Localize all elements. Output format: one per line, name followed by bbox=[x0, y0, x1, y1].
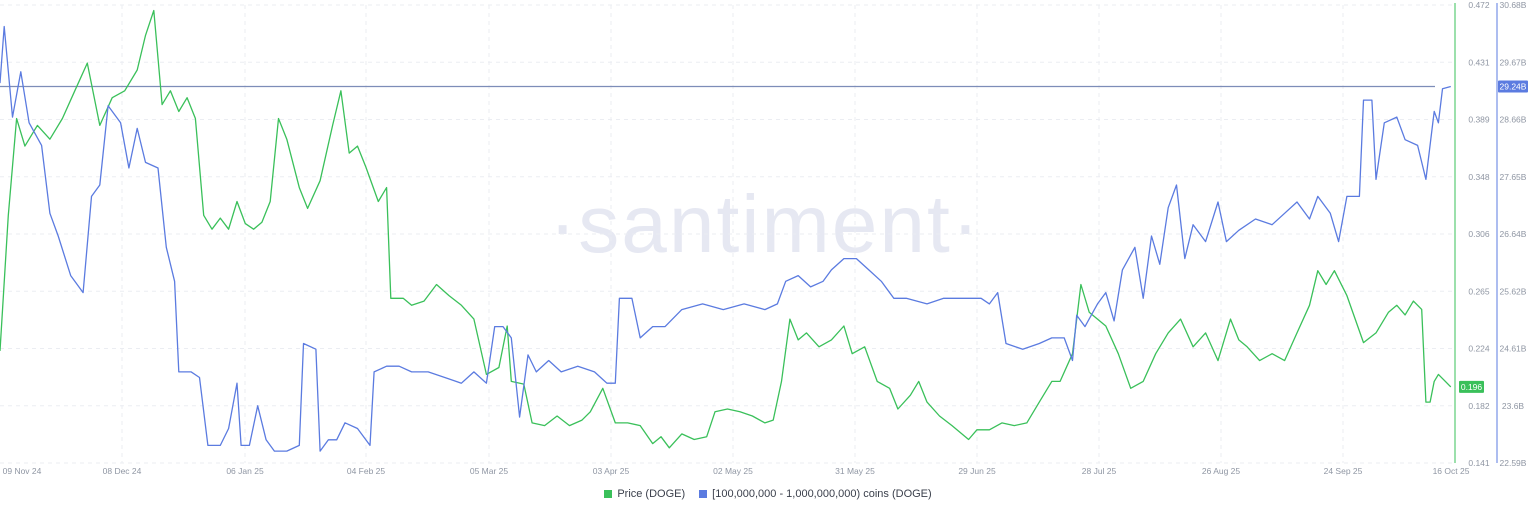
x-tick-label: 24 Sep 25 bbox=[1324, 466, 1363, 476]
x-tick-label: 29 Jun 25 bbox=[958, 466, 996, 476]
chart-canvas[interactable]: ·santiment· 0.472 0.431 0.389 0.348 0.306 0.26… bbox=[0, 0, 1536, 485]
x-tick-label: 03 Apr 25 bbox=[593, 466, 630, 476]
chart-legend: Price (DOGE) [100,000,000 - 1,000,000,00… bbox=[0, 488, 1536, 500]
y-left-tick-label: 0.182 bbox=[1468, 401, 1490, 411]
y-left-tick-label: 0.265 bbox=[1468, 286, 1490, 296]
x-tick-label: 09 Nov 24 bbox=[3, 466, 42, 476]
y-right-tick-label: 30.68B bbox=[1500, 0, 1527, 10]
y-left-tick-label: 0.431 bbox=[1468, 57, 1490, 67]
y-right-tick-label: 22.59B bbox=[1500, 458, 1527, 468]
x-tick-label: 26 Aug 25 bbox=[1202, 466, 1241, 476]
x-tick-label: 04 Feb 25 bbox=[347, 466, 386, 476]
x-tick-label: 05 Mar 25 bbox=[470, 466, 509, 476]
y-right-tick-label: 25.62B bbox=[1500, 286, 1527, 296]
x-tick-label: 06 Jan 25 bbox=[226, 466, 264, 476]
price-value-badge bbox=[1459, 380, 1484, 393]
price-line bbox=[0, 9, 1452, 449]
holders-value-label: 29.24B bbox=[1500, 82, 1527, 92]
y-right-tick-label: 24.61B bbox=[1500, 344, 1527, 354]
legend-label-price: Price (DOGE) bbox=[617, 488, 686, 500]
y-left-tick-label: 0.389 bbox=[1468, 115, 1490, 125]
y-right-tick-label: 27.65B bbox=[1500, 172, 1527, 182]
y-left-tick-label: 0.472 bbox=[1468, 0, 1490, 10]
legend-item-holders[interactable]: [100,000,000 - 1,000,000,000) coins (DOG… bbox=[699, 488, 932, 500]
holders-value-badge bbox=[1498, 80, 1528, 93]
y-left-tick-label: 0.348 bbox=[1468, 172, 1490, 182]
y-left-tick-label: 0.141 bbox=[1468, 458, 1490, 468]
price-value-label: 0.196 bbox=[1461, 382, 1483, 392]
x-tick-label: 28 Jul 25 bbox=[1082, 466, 1117, 476]
x-tick-label: 31 May 25 bbox=[835, 466, 875, 476]
x-tick-label: 08 Dec 24 bbox=[103, 466, 142, 476]
watermark-text: ·santiment· bbox=[549, 179, 981, 270]
holders-line bbox=[0, 25, 1451, 452]
y-right-tick-label: 23.6B bbox=[1502, 401, 1525, 411]
legend-swatch-holders bbox=[699, 490, 708, 498]
y-right-tick-label: 28.66B bbox=[1500, 115, 1527, 125]
x-tick-label: 02 May 25 bbox=[713, 466, 753, 476]
y-left-tick-label: 0.306 bbox=[1468, 229, 1490, 239]
x-tick-label: 16 Oct 25 bbox=[1433, 466, 1470, 476]
y-right-tick-label: 26.64B bbox=[1500, 229, 1527, 239]
legend-swatch-price bbox=[604, 490, 613, 498]
legend-item-price[interactable]: Price (DOGE) bbox=[604, 488, 685, 500]
y-left-tick-label: 0.224 bbox=[1468, 344, 1490, 354]
legend-label-holders: [100,000,000 - 1,000,000,000) coins (DOG… bbox=[712, 488, 932, 500]
y-right-tick-label: 29.67B bbox=[1500, 57, 1527, 67]
